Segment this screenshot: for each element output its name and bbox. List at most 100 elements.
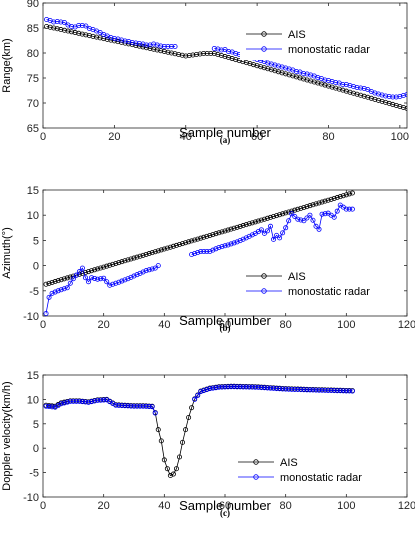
data-point bbox=[122, 277, 128, 283]
data-point bbox=[167, 244, 173, 250]
data-point bbox=[325, 78, 331, 84]
data-point bbox=[110, 261, 116, 267]
data-point bbox=[331, 214, 337, 220]
legend-marker bbox=[253, 474, 259, 480]
data-point bbox=[46, 404, 52, 410]
data-point bbox=[125, 276, 131, 282]
data-point bbox=[189, 252, 195, 258]
data-point bbox=[267, 223, 273, 229]
data-point bbox=[82, 270, 88, 276]
data-point bbox=[234, 239, 240, 245]
data-point bbox=[349, 206, 355, 212]
data-point bbox=[82, 275, 88, 281]
data-point bbox=[64, 275, 70, 281]
legend-marker bbox=[261, 273, 267, 279]
data-point bbox=[354, 85, 360, 91]
series-ais bbox=[44, 23, 407, 111]
data-point bbox=[137, 403, 143, 409]
data-point bbox=[98, 397, 104, 403]
data-point bbox=[261, 230, 267, 236]
data-point bbox=[86, 399, 92, 405]
data-point bbox=[249, 220, 255, 226]
data-point bbox=[290, 73, 296, 79]
x-tick-label: 40 bbox=[180, 131, 192, 143]
data-point bbox=[119, 259, 125, 265]
data-point bbox=[297, 75, 303, 81]
data-point bbox=[226, 49, 232, 55]
data-point bbox=[225, 384, 231, 390]
data-point bbox=[173, 242, 179, 248]
data-point bbox=[308, 72, 314, 78]
y-axis-label: Azimuth(°) bbox=[1, 227, 13, 278]
data-point bbox=[189, 238, 195, 244]
data-point bbox=[379, 98, 385, 104]
data-point bbox=[313, 223, 319, 229]
data-point bbox=[90, 33, 96, 39]
data-point bbox=[404, 106, 407, 111]
data-point bbox=[243, 60, 249, 66]
data-point bbox=[140, 403, 146, 409]
data-point bbox=[340, 388, 346, 394]
data-point bbox=[246, 384, 252, 390]
x-tick-label: 0 bbox=[40, 500, 46, 512]
data-point bbox=[252, 219, 258, 225]
data-point bbox=[167, 473, 173, 479]
data-point bbox=[44, 23, 50, 29]
chart-caption: (c) bbox=[220, 508, 230, 518]
data-point bbox=[316, 226, 322, 232]
data-point bbox=[298, 205, 304, 211]
data-point bbox=[283, 65, 289, 71]
data-point bbox=[165, 49, 171, 55]
data-point bbox=[325, 387, 331, 393]
data-point bbox=[213, 246, 219, 252]
x-tick-label: 40 bbox=[158, 500, 170, 512]
data-point bbox=[274, 213, 280, 219]
y-tick-label: 10 bbox=[27, 394, 39, 406]
data-point bbox=[315, 80, 321, 86]
data-point bbox=[69, 23, 75, 29]
data-point bbox=[343, 388, 349, 394]
data-point bbox=[267, 385, 273, 391]
data-point bbox=[307, 212, 313, 218]
x-tick-label: 40 bbox=[158, 319, 170, 331]
data-point bbox=[89, 268, 95, 274]
data-point bbox=[131, 255, 137, 261]
data-point bbox=[218, 47, 224, 53]
y-axis-label: Range(km) bbox=[1, 38, 13, 92]
data-point bbox=[346, 388, 352, 394]
legend-box bbox=[240, 24, 400, 60]
data-point bbox=[333, 80, 339, 86]
data-point bbox=[358, 92, 364, 98]
data-point bbox=[198, 248, 204, 254]
series-line bbox=[45, 385, 353, 477]
data-point bbox=[390, 101, 396, 107]
data-point bbox=[383, 93, 389, 99]
data-point bbox=[69, 29, 75, 35]
data-point bbox=[222, 243, 228, 249]
x-tick-label: 100 bbox=[337, 500, 355, 512]
data-point bbox=[243, 222, 249, 228]
data-point bbox=[249, 384, 255, 390]
data-point bbox=[295, 206, 301, 212]
data-point bbox=[72, 30, 78, 36]
data-point bbox=[43, 403, 49, 409]
data-point bbox=[319, 211, 325, 217]
data-point bbox=[73, 398, 79, 404]
data-point bbox=[322, 77, 328, 83]
data-point bbox=[289, 386, 295, 392]
data-point bbox=[76, 30, 82, 36]
data-point bbox=[318, 81, 324, 87]
data-point bbox=[277, 386, 283, 392]
data-point bbox=[146, 404, 152, 410]
data-point bbox=[215, 52, 221, 58]
series-ais bbox=[43, 190, 355, 287]
data-point bbox=[143, 403, 149, 409]
data-point bbox=[379, 92, 385, 98]
data-point bbox=[316, 387, 322, 393]
data-point bbox=[179, 52, 185, 58]
data-point bbox=[54, 18, 60, 24]
data-point bbox=[279, 70, 285, 76]
data-point bbox=[343, 82, 349, 88]
data-point bbox=[92, 398, 98, 404]
data-point bbox=[216, 244, 222, 250]
